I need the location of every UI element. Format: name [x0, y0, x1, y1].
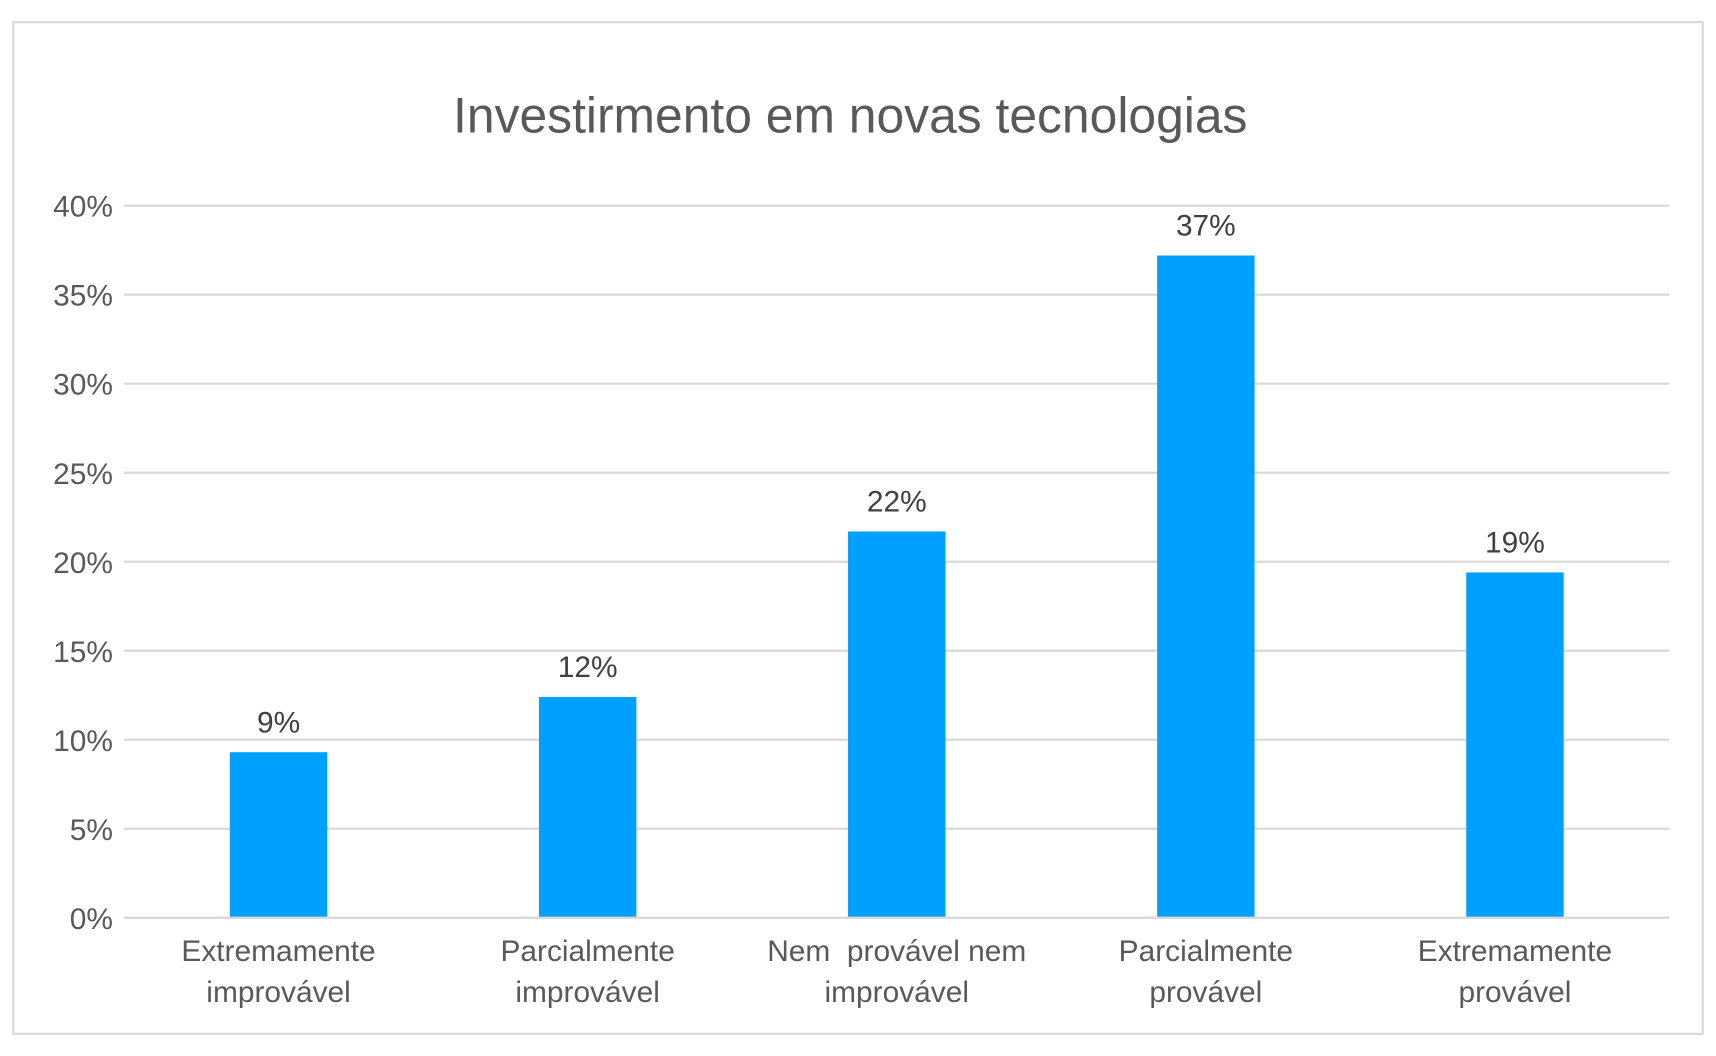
- data-label: 37%: [1176, 210, 1236, 243]
- data-label: 9%: [257, 706, 300, 739]
- y-tick-label: 25%: [53, 458, 113, 491]
- chart-title: Investirmento em novas tecnologias: [453, 88, 1247, 144]
- y-tick-label: 40%: [53, 191, 113, 224]
- x-category-label: Parcialmente: [1119, 935, 1293, 968]
- x-category-label: improvável: [825, 976, 969, 1009]
- x-category-label: improvável: [206, 976, 350, 1009]
- bar: [229, 752, 328, 918]
- y-tick-label: 0%: [70, 903, 113, 936]
- y-tick-label: 15%: [53, 636, 113, 669]
- x-category-label: Extremamente: [181, 935, 375, 968]
- y-tick-label: 5%: [70, 814, 113, 847]
- data-label: 12%: [558, 651, 618, 684]
- x-category-label: provável: [1149, 976, 1262, 1009]
- bar: [848, 531, 946, 918]
- bar: [1466, 572, 1564, 918]
- x-category-label: Extremamente: [1418, 935, 1612, 968]
- x-category-label: improvável: [515, 976, 659, 1009]
- data-label: 22%: [867, 486, 927, 519]
- y-tick-label: 20%: [53, 547, 113, 580]
- y-tick-label: 10%: [53, 725, 113, 758]
- x-category-label: Nem provável nem: [767, 935, 1026, 968]
- x-category-label: provável: [1458, 976, 1571, 1009]
- y-tick-label: 35%: [53, 280, 113, 313]
- x-category-label: Parcialmente: [500, 935, 674, 968]
- y-tick-label: 30%: [53, 369, 113, 402]
- bar: [538, 697, 637, 918]
- bar: [1157, 255, 1255, 918]
- data-label: 19%: [1485, 527, 1545, 560]
